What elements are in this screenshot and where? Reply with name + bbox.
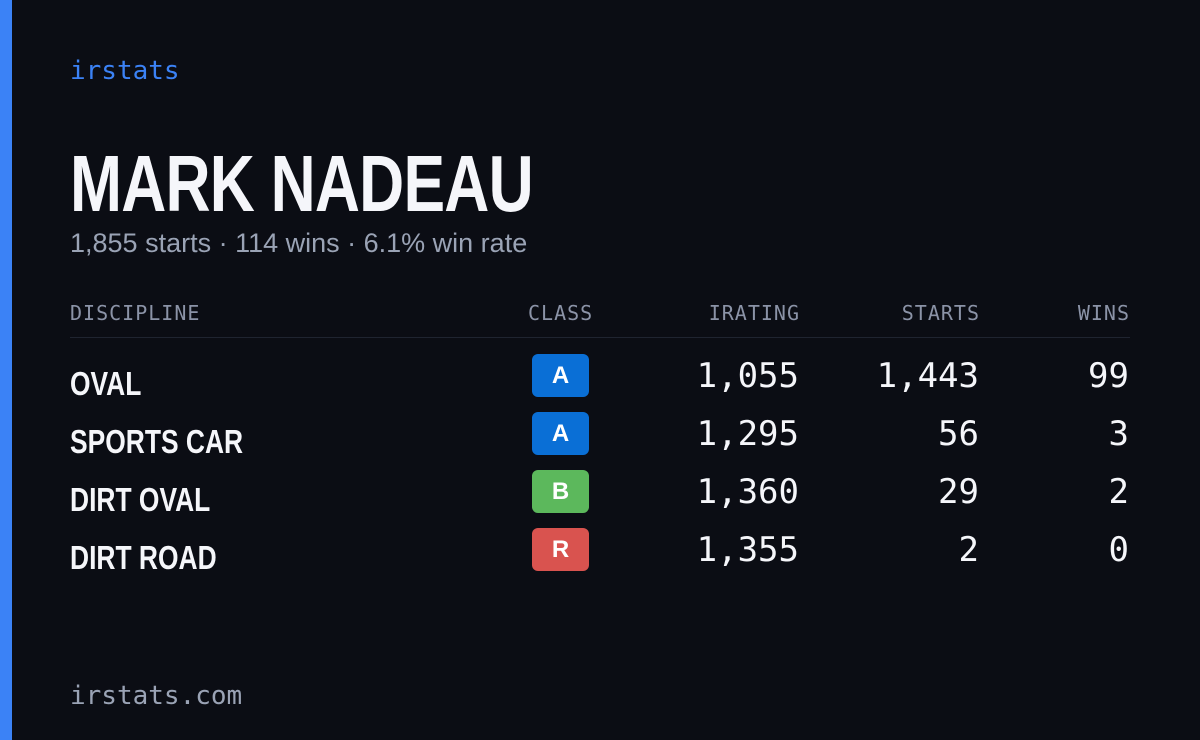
column-header: CLASS: [528, 301, 594, 325]
wins: 99: [1088, 356, 1129, 396]
wins: 3: [1108, 414, 1129, 454]
column-header: STARTS: [901, 301, 980, 325]
driver-name: MARK NADEAU: [70, 139, 534, 228]
starts: 29: [938, 472, 979, 512]
class-badge: A: [532, 412, 589, 455]
discipline: SPORTS CAR: [70, 423, 244, 460]
irating: 1,360: [696, 472, 799, 512]
starts: 56: [938, 414, 979, 454]
discipline: DIRT OVAL: [70, 481, 211, 518]
discipline: DIRT ROAD: [70, 539, 217, 576]
wins: 2: [1108, 472, 1129, 512]
irating: 1,295: [696, 414, 799, 454]
accent-stripe: [0, 0, 12, 740]
discipline: OVAL: [70, 365, 142, 402]
footer-url: irstats.com: [70, 681, 243, 711]
class-badge: A: [532, 354, 589, 397]
starts: 2: [958, 530, 979, 570]
driver-summary: 1,855 starts · 114 wins · 6.1% win rate: [70, 228, 528, 258]
class-badge: B: [532, 470, 589, 513]
header-rule: [70, 337, 1130, 338]
column-header: DISCIPLINE: [70, 301, 201, 325]
irating: 1,355: [696, 530, 799, 570]
wins: 0: [1108, 530, 1129, 570]
starts: 1,443: [876, 356, 979, 396]
column-header: IRATING: [708, 301, 800, 325]
column-header: WINS: [1077, 301, 1130, 325]
irating: 1,055: [696, 356, 799, 396]
class-badge: R: [532, 528, 589, 571]
brand: irstats: [70, 56, 180, 86]
